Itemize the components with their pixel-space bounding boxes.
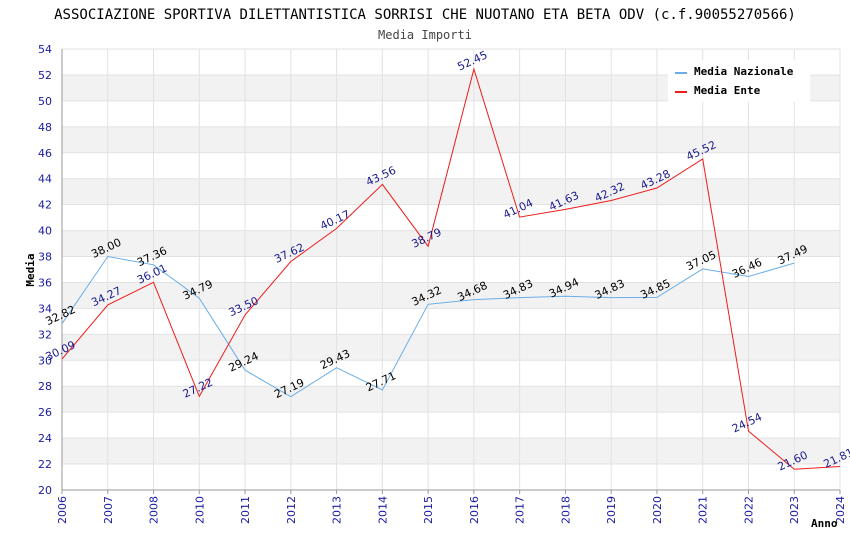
y-tick-label: 48 <box>38 121 52 134</box>
x-tick-label: 2020 <box>651 496 664 524</box>
grid-bands <box>62 74 840 465</box>
grid-band <box>62 438 840 465</box>
x-tick-label: 2022 <box>742 496 755 524</box>
x-tick-label: 2019 <box>605 496 618 524</box>
y-tick-label: 40 <box>38 225 52 238</box>
y-axis-title: Media <box>24 253 37 286</box>
legend-box <box>668 60 810 102</box>
data-label-ente: 52.45 <box>455 48 489 73</box>
y-tick-label: 32 <box>38 328 52 341</box>
grid-band <box>62 282 840 309</box>
x-tick-label: 2024 <box>834 496 847 524</box>
x-tick-labels: 2006 2007 2008 2010 2011 2012 2013 2014 2015 2016… <box>56 496 847 524</box>
y-tick-label: 34 <box>38 302 52 315</box>
y-tick-label: 22 <box>38 458 52 471</box>
y-tick-label: 26 <box>38 406 52 419</box>
axes <box>61 49 841 494</box>
grid-band <box>62 178 840 205</box>
y-tick-label: 42 <box>38 199 52 212</box>
x-tick-label: 2014 <box>376 496 389 524</box>
y-tick-label: 52 <box>38 69 52 82</box>
series-line-media-nazionale <box>61 255 795 398</box>
x-tick-label: 2010 <box>193 496 206 524</box>
x-axis-title: Anno <box>811 517 838 530</box>
x-tick-label: 2015 <box>422 496 435 524</box>
grid-band <box>62 386 840 413</box>
x-tick-label: 2023 <box>788 496 801 524</box>
x-tick-label: 2017 <box>514 496 527 524</box>
chart-title: ASSOCIAZIONE SPORTIVA DILETTANTISTICA SO… <box>54 7 796 23</box>
data-label-ente: 24.54 <box>730 410 764 435</box>
y-tick-label: 38 <box>38 251 52 264</box>
legend-label-ente: Media Ente <box>694 84 761 97</box>
x-tick-label: 2012 <box>285 496 298 524</box>
y-tick-label: 36 <box>38 276 52 289</box>
y-tick-label: 28 <box>38 380 52 393</box>
grid-band <box>62 230 840 257</box>
series-lines <box>61 67 841 470</box>
x-tick-label: 2013 <box>331 496 344 524</box>
chart-subtitle: Media Importi <box>378 28 472 42</box>
x-tick-label: 2021 <box>697 496 710 524</box>
x-tick-label: 2018 <box>559 496 572 524</box>
y-tick-label: 54 <box>38 43 52 56</box>
y-tick-label: 44 <box>38 173 52 186</box>
grid-band <box>62 334 840 361</box>
y-tick-label: 20 <box>38 484 52 497</box>
x-tick-label: 2008 <box>148 496 161 524</box>
series-line-media-ente <box>61 67 841 470</box>
x-tick-label: 2011 <box>239 496 252 524</box>
y-tick-label: 50 <box>38 95 52 108</box>
y-tick-label: 46 <box>38 147 52 160</box>
y-tick-label: 30 <box>38 354 52 367</box>
grid-lines <box>61 48 841 491</box>
grid-band <box>62 126 840 153</box>
x-tick-label: 2007 <box>102 496 115 524</box>
legend: Media Nazionale Media Ente <box>668 60 810 102</box>
x-tick-label: 2016 <box>468 496 481 524</box>
y-tick-label: 24 <box>38 432 52 445</box>
x-tick-label: 2006 <box>56 496 69 524</box>
y-tick-labels: 20 22 24 26 28 30 32 34 36 38 40 42 44 46 48 50 52 54 <box>38 43 52 497</box>
data-label-nazionale: 36.46 <box>730 256 764 281</box>
legend-label-nazionale: Media Nazionale <box>694 65 794 78</box>
